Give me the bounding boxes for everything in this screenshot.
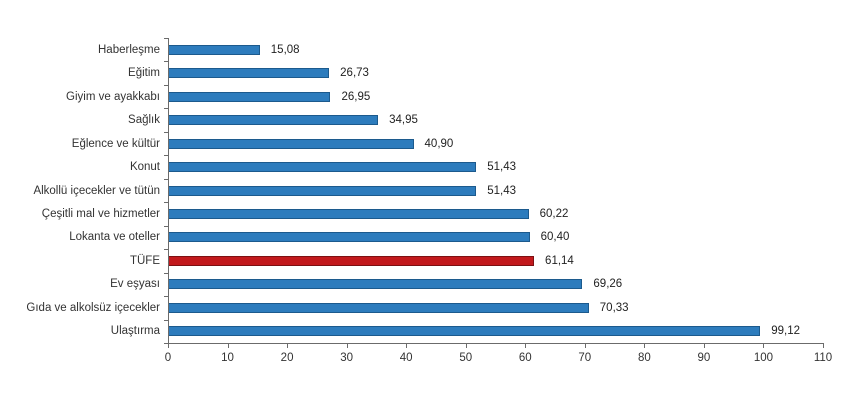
category-label: Eğlence ve kültür (71, 137, 160, 150)
x-tick-label: 0 (164, 352, 172, 364)
x-tick-label: 50 (459, 352, 473, 364)
category-label: Konut (129, 161, 160, 174)
y-tick (164, 84, 168, 86)
x-tick-label: 80 (637, 352, 651, 364)
y-axis (168, 38, 169, 344)
x-tick (703, 344, 705, 348)
x-tick (584, 344, 586, 348)
y-tick (164, 319, 168, 321)
bar (168, 326, 761, 337)
x-tick-label: 90 (697, 352, 711, 364)
x-tick-label: 110 (813, 352, 833, 364)
value-label: 40,90 (424, 137, 454, 150)
x-tick (763, 344, 765, 348)
x-tick (644, 344, 646, 348)
category-label: Sağlık (128, 114, 160, 127)
highlight-bar (168, 255, 535, 266)
y-tick (164, 272, 168, 274)
y-tick (164, 38, 168, 39)
bar (168, 208, 529, 219)
bar (168, 138, 414, 149)
value-label: 51,43 (487, 184, 517, 197)
bar (168, 185, 477, 196)
category-label: Gıda ve alkolsüz içecekler (26, 301, 160, 314)
x-tick (227, 344, 229, 348)
value-label: 15,08 (270, 43, 300, 56)
x-tick-label: 70 (578, 352, 592, 364)
bar (168, 115, 379, 126)
x-tick-label: 60 (518, 352, 532, 364)
bar (168, 91, 331, 102)
y-tick (164, 296, 168, 298)
value-label: 70,33 (599, 301, 629, 314)
y-tick (164, 202, 168, 204)
y-tick (164, 155, 168, 157)
category-label: Eğitim (128, 67, 160, 80)
bar (168, 68, 330, 79)
value-label: 61,14 (545, 254, 574, 267)
category-label: Giyim ve ayakkabı (66, 90, 160, 103)
x-tick-label: 40 (399, 352, 413, 364)
category-label: TÜFE (129, 254, 160, 267)
x-tick-label: 100 (753, 352, 774, 364)
category-label: Alkollü içecekler ve tütün (33, 184, 160, 197)
y-tick (164, 131, 168, 133)
y-tick (164, 225, 168, 227)
x-tick (406, 344, 408, 348)
x-tick (287, 344, 289, 348)
x-tick (346, 344, 348, 348)
value-label: 60,22 (539, 207, 569, 220)
value-label: 26,73 (340, 67, 369, 80)
value-label: 60,40 (540, 231, 570, 244)
value-label: 51,43 (487, 161, 517, 174)
bar (168, 44, 260, 55)
y-tick (164, 343, 168, 344)
x-tick (823, 344, 824, 348)
category-label: Çeşitli mal ve hizmetler (41, 207, 160, 220)
y-tick (164, 249, 168, 251)
value-label: 26,95 (341, 90, 371, 103)
x-tick (465, 344, 467, 348)
x-tick-label: 30 (340, 352, 354, 364)
bar (168, 232, 530, 243)
value-label: 99,12 (771, 325, 800, 338)
y-tick (164, 61, 168, 63)
x-tick (525, 344, 527, 348)
x-axis (168, 343, 824, 344)
category-label: Ulaştırma (110, 325, 160, 338)
category-label: Ev eşyası (110, 278, 160, 291)
category-label: Haberleşme (98, 43, 160, 56)
value-label: 34,95 (389, 114, 418, 127)
y-tick (164, 108, 168, 110)
category-label: Lokanta ve oteller (69, 231, 160, 244)
bar (168, 162, 477, 173)
y-tick (164, 178, 168, 180)
bar (168, 279, 583, 290)
bar (168, 302, 589, 313)
x-tick-label: 10 (221, 352, 234, 364)
value-label: 69,26 (593, 278, 623, 291)
x-tick-label: 20 (280, 352, 294, 364)
x-tick (168, 344, 169, 348)
